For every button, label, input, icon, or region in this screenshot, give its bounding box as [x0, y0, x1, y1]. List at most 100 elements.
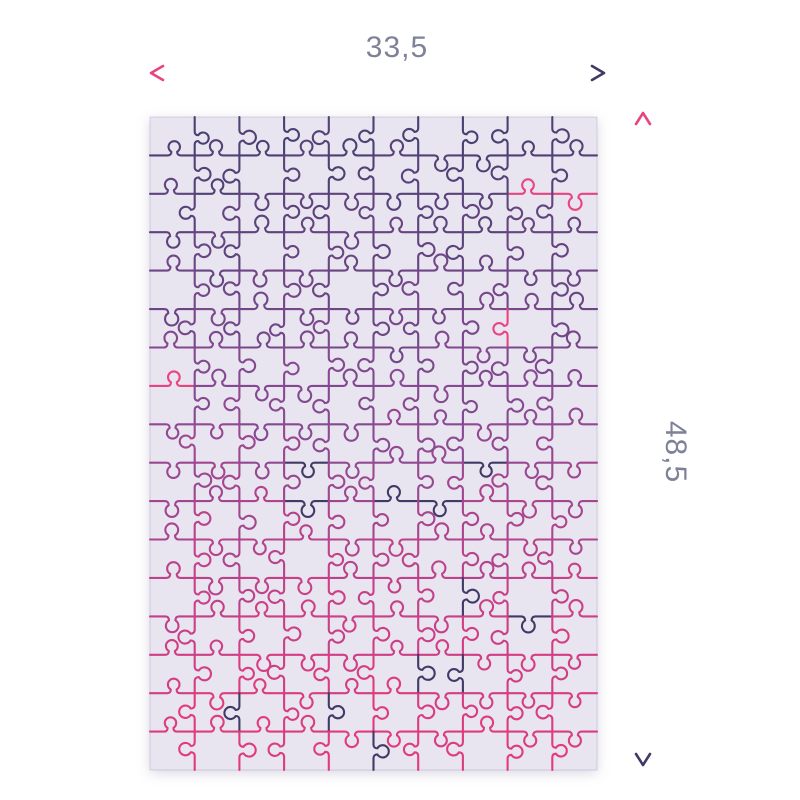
puzzle-edge — [372, 423, 391, 464]
puzzle-edge — [193, 269, 211, 311]
puzzle-edge — [327, 692, 346, 733]
puzzle-edge — [551, 231, 569, 272]
puzzle-edge — [283, 461, 301, 503]
puzzle-edge — [148, 615, 196, 634]
puzzle-edge — [312, 192, 330, 234]
puzzle-edge — [283, 461, 330, 479]
puzzle-edge — [193, 139, 241, 157]
puzzle-edge — [312, 269, 330, 311]
puzzle-edge — [461, 560, 509, 579]
puzzle-edge — [222, 154, 241, 195]
puzzle-edge — [551, 369, 599, 387]
puzzle-edge — [327, 154, 346, 195]
puzzle-edge — [372, 269, 420, 288]
puzzle-edge — [267, 730, 286, 772]
puzzle-edge — [551, 330, 599, 349]
puzzle-edge — [491, 423, 509, 464]
puzzle-edge — [327, 677, 375, 695]
puzzle-edge — [193, 653, 213, 695]
puzzle-edge — [417, 253, 464, 272]
puzzle-edge — [283, 308, 330, 327]
puzzle-edge — [461, 115, 479, 157]
puzzle-edge — [551, 269, 599, 287]
width-label: 33,5 — [366, 31, 428, 64]
puzzle-edge — [506, 369, 554, 387]
puzzle-edge — [417, 384, 464, 404]
puzzle-edge — [223, 231, 241, 272]
puzzle-edge — [402, 115, 420, 157]
puzzle-edge — [506, 346, 554, 364]
puzzle-edge — [193, 599, 241, 618]
puzzle-edge — [372, 538, 390, 579]
puzzle-edge — [506, 730, 554, 748]
puzzle-edge — [238, 716, 286, 733]
height-arrow-top-head-icon — [634, 111, 652, 126]
puzzle-edge — [238, 192, 286, 212]
puzzle-edge — [238, 291, 286, 311]
puzzle-edge — [492, 269, 509, 311]
puzzle-edge — [178, 423, 196, 464]
puzzle-edge — [357, 154, 375, 195]
puzzle-edge — [283, 423, 330, 441]
puzzle-edge — [372, 730, 390, 772]
puzzle-edge — [238, 576, 286, 595]
puzzle-edge — [193, 714, 241, 733]
puzzle-background — [149, 116, 598, 771]
puzzle-edge — [193, 692, 241, 711]
puzzle-edge — [417, 500, 436, 541]
puzzle-edge — [327, 538, 345, 579]
puzzle-edge — [461, 192, 480, 234]
puzzle-edge — [311, 115, 330, 157]
puzzle-edge — [358, 192, 375, 234]
puzzle-edge — [193, 639, 241, 656]
puzzle-edge — [417, 346, 435, 387]
puzzle-edge — [506, 292, 554, 311]
puzzle-edge — [490, 154, 509, 195]
puzzle-edge — [312, 384, 330, 426]
puzzle-edge — [551, 576, 569, 618]
puzzle-edge — [372, 600, 420, 618]
puzzle-edge — [283, 500, 330, 518]
puzzle-edge — [327, 615, 375, 633]
puzzle-edge — [266, 653, 286, 695]
puzzle-edge — [283, 524, 330, 541]
puzzle-edge — [238, 461, 286, 480]
puzzle-edge — [283, 653, 330, 672]
puzzle-edge — [402, 384, 420, 426]
puzzle-edge — [193, 231, 212, 272]
puzzle-edge — [238, 384, 286, 402]
puzzle-edge — [536, 192, 554, 234]
puzzle-edge — [402, 308, 420, 349]
puzzle-edge — [358, 384, 375, 426]
puzzle-edge — [223, 692, 241, 733]
puzzle-edge — [461, 538, 480, 579]
puzzle-edge — [506, 692, 554, 709]
puzzle-edge — [417, 653, 436, 695]
puzzle-edge — [551, 269, 569, 311]
puzzle-edge — [372, 500, 390, 541]
puzzle-edge — [193, 308, 241, 327]
puzzle-edge — [372, 269, 390, 311]
puzzle-edge — [222, 192, 241, 234]
puzzle-edge — [490, 615, 509, 656]
puzzle-edge — [283, 115, 300, 157]
width-arrow-right-head-icon — [590, 64, 606, 82]
puzzle-edge — [551, 192, 599, 211]
puzzle-edge — [506, 461, 554, 479]
puzzle-edge — [238, 615, 256, 656]
puzzle-edge — [238, 214, 286, 234]
puzzle-edge — [238, 423, 256, 464]
puzzle-edge — [461, 254, 509, 272]
puzzle-edge — [417, 522, 464, 541]
puzzle-edge — [372, 676, 420, 695]
puzzle-edge — [417, 692, 464, 711]
puzzle-edge — [551, 291, 599, 311]
puzzle-edge — [148, 639, 196, 656]
puzzle-edge — [148, 677, 196, 695]
puzzle-edge — [358, 461, 375, 503]
puzzle-edge — [551, 730, 568, 772]
puzzle-edge — [193, 154, 212, 195]
puzzle-edge — [461, 692, 509, 710]
puzzle-edge — [506, 500, 525, 541]
